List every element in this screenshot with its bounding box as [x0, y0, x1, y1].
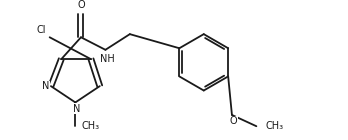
Text: N: N	[73, 104, 80, 114]
Text: NH: NH	[100, 54, 114, 64]
Text: CH₃: CH₃	[82, 121, 100, 131]
Text: N: N	[42, 81, 49, 91]
Text: CH₃: CH₃	[266, 121, 284, 131]
Text: Cl: Cl	[37, 25, 46, 35]
Text: O: O	[77, 0, 85, 10]
Text: O: O	[229, 116, 237, 126]
